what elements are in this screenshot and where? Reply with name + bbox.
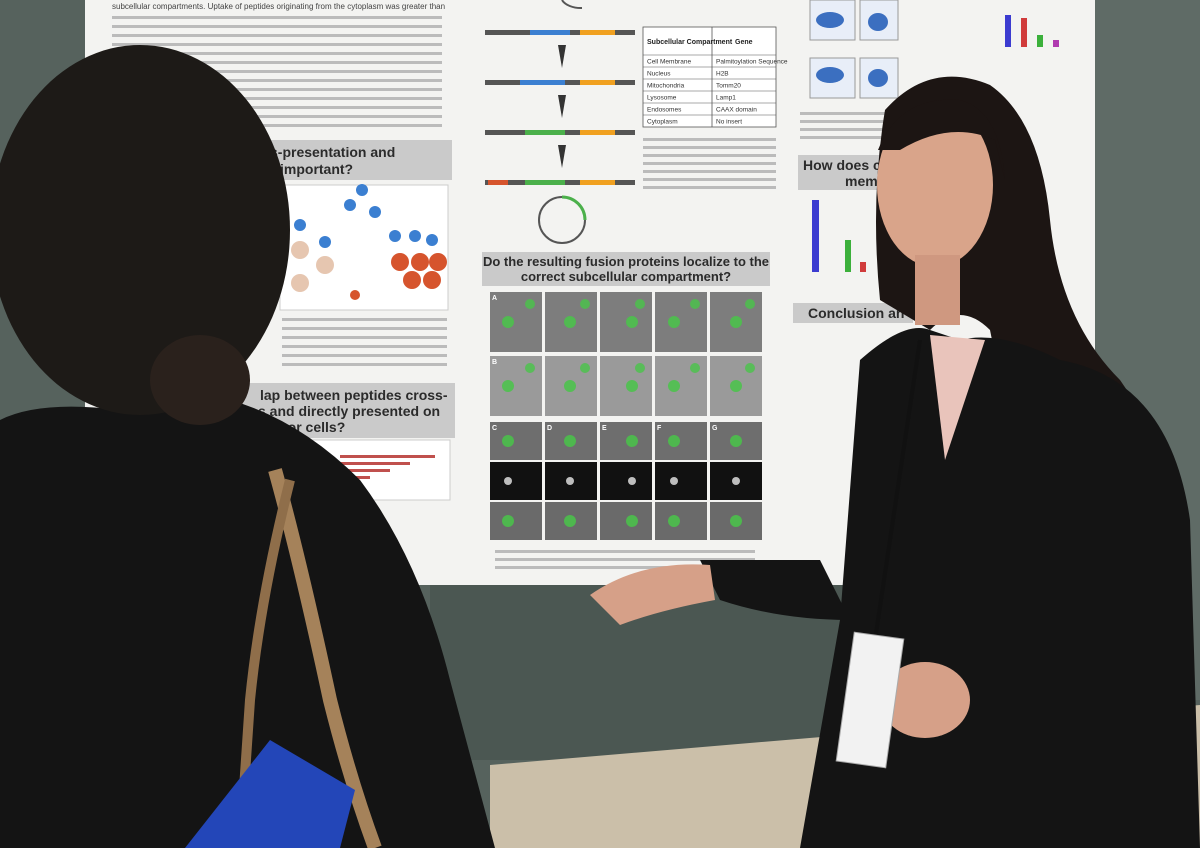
cell bbox=[504, 477, 512, 485]
cell bbox=[730, 515, 742, 527]
cell bbox=[564, 380, 576, 392]
panel-label: A bbox=[492, 295, 497, 302]
cell bbox=[635, 299, 645, 309]
cell bbox=[668, 515, 680, 527]
construct-diagram bbox=[485, 0, 635, 244]
table-cell: Palmitoylation Sequence bbox=[716, 59, 788, 66]
table bbox=[642, 26, 777, 128]
visitor bbox=[0, 45, 495, 848]
heading: lap between peptides cross- bbox=[260, 387, 448, 403]
micrograph bbox=[600, 462, 652, 500]
table-cell: H2B bbox=[716, 71, 729, 78]
panel-label: D bbox=[547, 425, 552, 432]
micrograph-grid: A B C D E F G bbox=[490, 292, 762, 540]
table-header: Subcellular Compartment bbox=[647, 39, 733, 46]
cell bbox=[668, 316, 680, 328]
cell bbox=[566, 477, 574, 485]
cell bbox=[564, 435, 576, 447]
panel-label: E bbox=[602, 425, 607, 432]
micrograph bbox=[490, 292, 542, 352]
cell bbox=[730, 435, 742, 447]
table-cell: CAAX domain bbox=[716, 107, 757, 114]
cell bbox=[745, 299, 755, 309]
presenter bbox=[590, 76, 1200, 848]
heading-box bbox=[793, 303, 913, 323]
heading: s-presentation and bbox=[270, 144, 395, 160]
heading-box bbox=[482, 252, 770, 286]
table-cell: Cytoplasm bbox=[647, 119, 678, 126]
flow-plots bbox=[809, 0, 1059, 272]
cell bbox=[732, 477, 740, 485]
cell bbox=[502, 515, 514, 527]
table-cell: Mitochondria bbox=[647, 83, 685, 90]
cell bbox=[690, 363, 700, 373]
cell bbox=[525, 299, 535, 309]
micrograph bbox=[655, 462, 707, 500]
cell bbox=[668, 435, 680, 447]
micrograph bbox=[655, 422, 707, 460]
cell-diagram bbox=[291, 184, 447, 300]
panel-label: C bbox=[492, 425, 497, 432]
panel-label: B bbox=[492, 359, 497, 366]
table-header: Gene bbox=[735, 39, 753, 46]
micrograph bbox=[655, 356, 707, 416]
cell bbox=[502, 380, 514, 392]
cell bbox=[525, 363, 535, 373]
cell bbox=[626, 316, 638, 328]
table-cell: No insert bbox=[716, 119, 742, 126]
table-cell: Lysosome bbox=[647, 95, 677, 102]
cell bbox=[628, 477, 636, 485]
table-cell: Nucleus bbox=[647, 71, 671, 78]
heading-box bbox=[262, 140, 452, 180]
heading: s and directly presented on bbox=[258, 403, 440, 419]
cell bbox=[635, 363, 645, 373]
cell bbox=[564, 515, 576, 527]
cell bbox=[502, 316, 514, 328]
cell bbox=[626, 435, 638, 447]
cell bbox=[670, 477, 678, 485]
heading: correct subcellular compartment? bbox=[521, 269, 731, 284]
cell bbox=[690, 299, 700, 309]
table-cell: Tomm20 bbox=[716, 83, 741, 90]
intro-text: subcellular compartments. Uptake of pept… bbox=[112, 2, 445, 11]
heading: Conclusion an bbox=[808, 305, 904, 321]
cell bbox=[564, 316, 576, 328]
body-text-lines bbox=[112, 16, 895, 569]
cell bbox=[502, 435, 514, 447]
micrograph bbox=[490, 356, 542, 416]
cell bbox=[730, 316, 742, 328]
micrograph bbox=[490, 502, 542, 540]
micrograph bbox=[655, 292, 707, 352]
heading: important? bbox=[280, 161, 353, 177]
cell bbox=[580, 363, 590, 373]
cell bbox=[626, 515, 638, 527]
micrograph bbox=[490, 422, 542, 460]
micrograph bbox=[655, 502, 707, 540]
heading: How does cros bbox=[803, 157, 903, 173]
table-rows: Cell Membrane Palmitoylation Sequence Nucl… bbox=[643, 54, 788, 126]
cell bbox=[580, 299, 590, 309]
table-cell: Lamp1 bbox=[716, 95, 736, 102]
cell bbox=[626, 380, 638, 392]
micrograph bbox=[490, 462, 542, 500]
cell bbox=[730, 380, 742, 392]
cell bbox=[668, 380, 680, 392]
panel-label: G bbox=[712, 425, 718, 432]
cell bbox=[745, 363, 755, 373]
panel-label: F bbox=[657, 425, 662, 432]
table-cell: Endosomes bbox=[647, 107, 682, 114]
table-cell: Cell Membrane bbox=[647, 59, 691, 66]
heading: Do the resulting fusion proteins localiz… bbox=[483, 254, 769, 269]
